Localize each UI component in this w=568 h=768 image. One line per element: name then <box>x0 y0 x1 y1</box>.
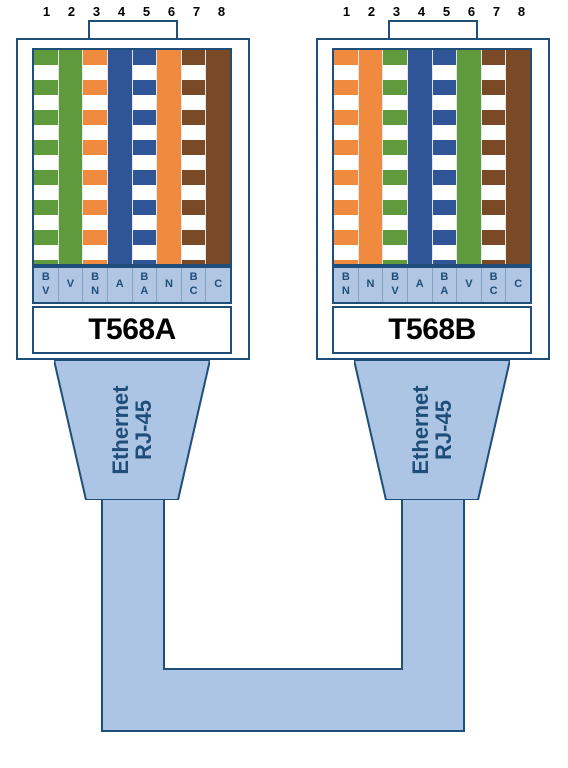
standard-text: T568B <box>388 313 476 347</box>
pin-contacts-left: BVVBNABANBCC <box>32 266 232 304</box>
wire-green <box>59 50 84 264</box>
standard-label-left: T568A <box>32 306 232 354</box>
pin-letter: BA <box>433 268 458 302</box>
boot-line1: Ethernet <box>108 385 133 474</box>
pin-letter: BN <box>334 268 359 302</box>
pin-letter: C <box>206 268 230 302</box>
plug-tab-right <box>388 20 478 40</box>
pin-number: 8 <box>509 4 534 19</box>
wire-orange-white <box>334 50 359 264</box>
standard-text: T568A <box>88 313 176 347</box>
pin-letter: N <box>157 268 182 302</box>
pin-letter: V <box>59 268 84 302</box>
pin-number: 4 <box>109 4 134 19</box>
pin-contacts-right: BNNBVABAVBCC <box>332 266 532 304</box>
wire-blue-white <box>433 50 458 264</box>
wire-area-right <box>332 48 532 266</box>
pin-letter: BC <box>482 268 507 302</box>
wire-orange-white <box>83 50 108 264</box>
pin-number: 6 <box>459 4 484 19</box>
wire-green-white <box>383 50 408 264</box>
wire-green-white <box>34 50 59 264</box>
pin-letter: C <box>506 268 530 302</box>
wire-area-left <box>32 48 232 266</box>
cable-boot-right: Ethernet RJ-45 <box>354 360 510 500</box>
pin-letter: N <box>359 268 384 302</box>
wire-brown-white <box>182 50 207 264</box>
wire-blue <box>408 50 433 264</box>
pin-number: 1 <box>334 4 359 19</box>
pin-letter: BC <box>182 268 207 302</box>
pin-number: 6 <box>159 4 184 19</box>
wire-orange <box>157 50 182 264</box>
pin-letter: A <box>108 268 133 302</box>
wire-green <box>457 50 482 264</box>
pin-number: 5 <box>434 4 459 19</box>
pin-number: 1 <box>34 4 59 19</box>
pin-letter: BV <box>383 268 408 302</box>
plug-tab-left <box>88 20 178 40</box>
pin-number: 3 <box>84 4 109 19</box>
pin-letter: V <box>457 268 482 302</box>
boot-line2: RJ-45 <box>431 400 456 460</box>
pin-number: 8 <box>209 4 234 19</box>
pin-numbers-right: 12345678 <box>334 4 534 19</box>
wire-brown-white <box>482 50 507 264</box>
pin-letter: BV <box>34 268 59 302</box>
pin-number: 3 <box>384 4 409 19</box>
pin-letter: BA <box>133 268 158 302</box>
diagram-canvas: 12345678 BVVBNABANBCC T568A Ethernet RJ-… <box>0 0 568 768</box>
pin-number: 2 <box>59 4 84 19</box>
wire-brown <box>206 50 230 264</box>
pin-numbers-left: 12345678 <box>34 4 234 19</box>
pin-number: 7 <box>484 4 509 19</box>
standard-label-right: T568B <box>332 306 532 354</box>
pin-letter: A <box>408 268 433 302</box>
pin-number: 5 <box>134 4 159 19</box>
pin-number: 7 <box>184 4 209 19</box>
boot-line1: Ethernet <box>408 385 433 474</box>
wire-blue-white <box>133 50 158 264</box>
pin-number: 2 <box>359 4 384 19</box>
boot-line2: RJ-45 <box>131 400 156 460</box>
cable-boot-left: Ethernet RJ-45 <box>54 360 210 500</box>
wire-orange <box>359 50 384 264</box>
pin-number: 4 <box>409 4 434 19</box>
pin-letter: BN <box>83 268 108 302</box>
wire-brown <box>506 50 530 264</box>
wire-blue <box>108 50 133 264</box>
